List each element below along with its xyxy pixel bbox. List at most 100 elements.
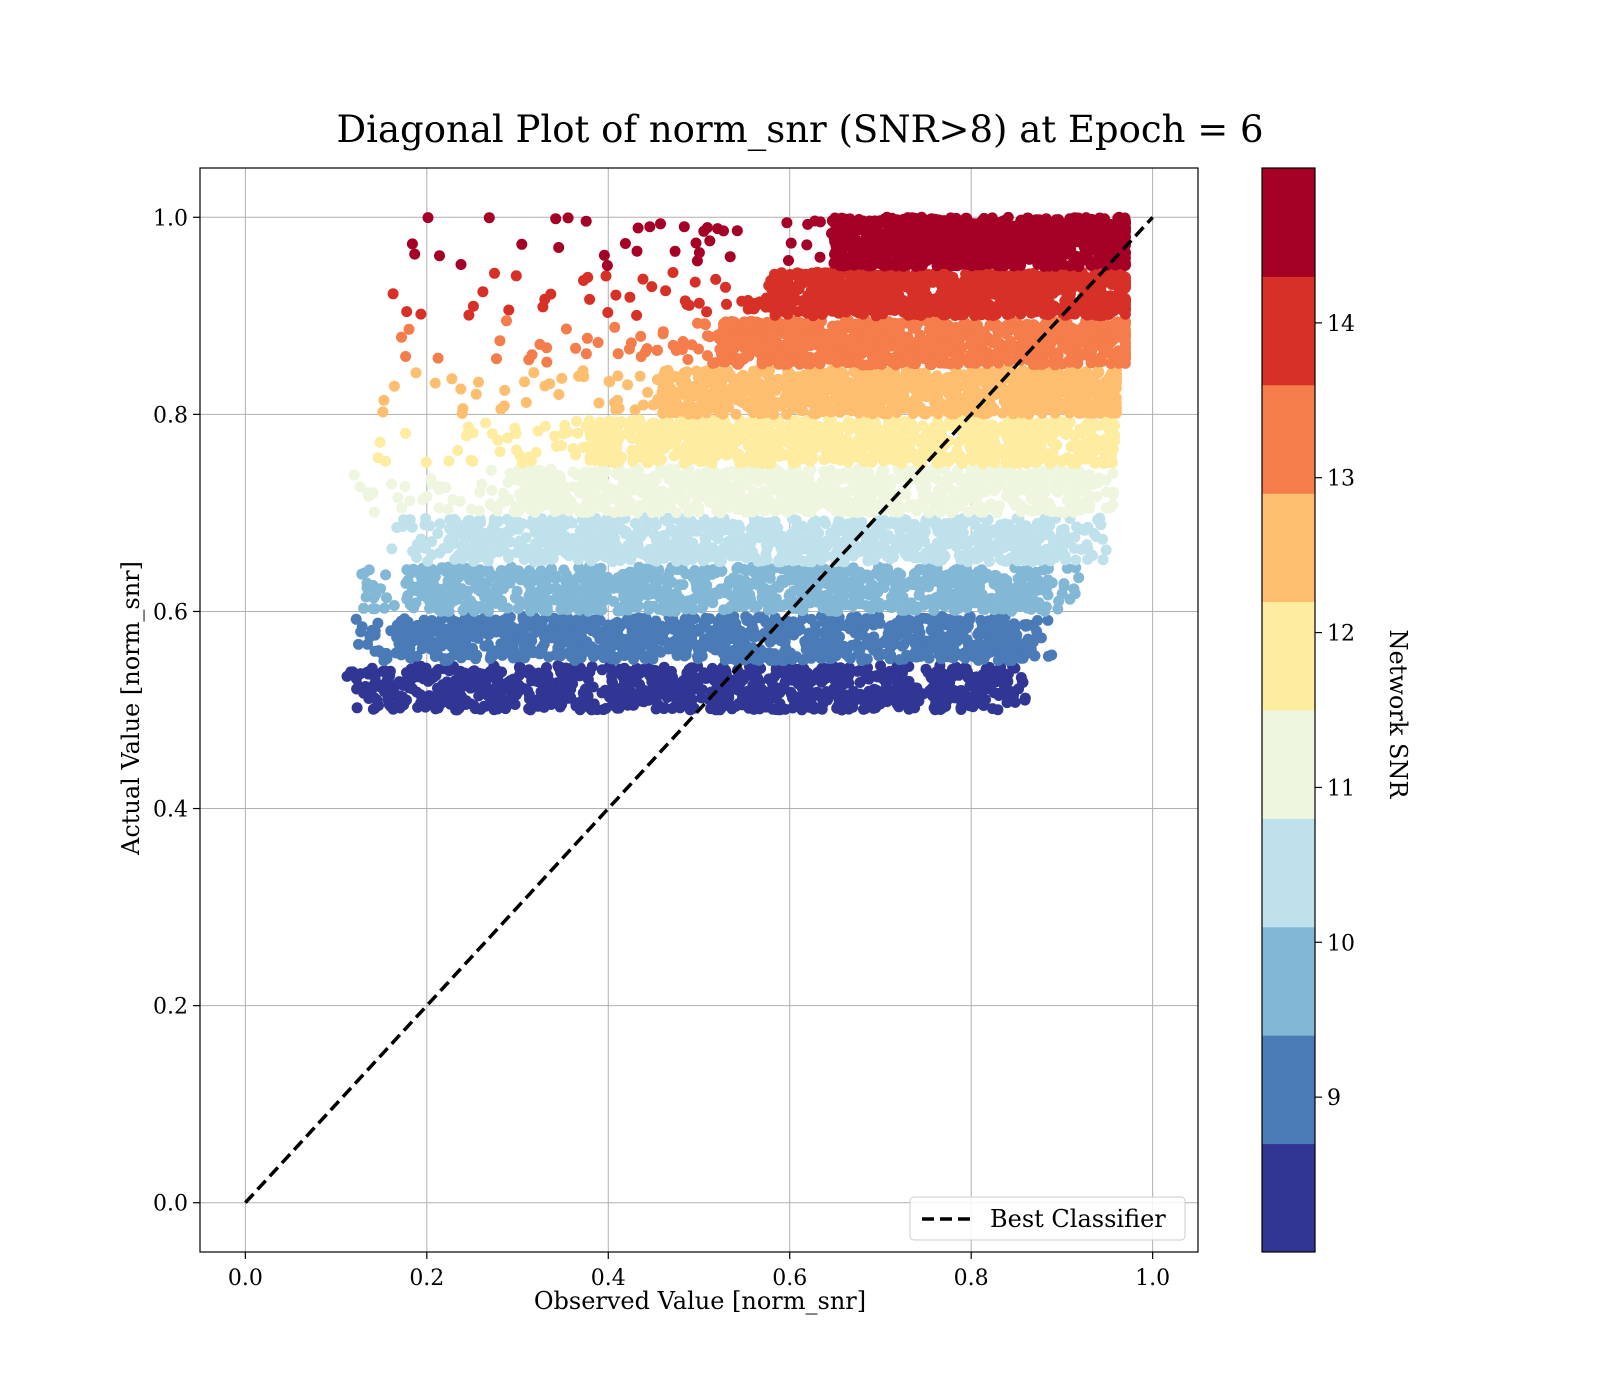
scatter-point bbox=[965, 465, 977, 477]
scatter-point bbox=[504, 563, 516, 575]
scatter-point bbox=[450, 704, 462, 716]
scatter-point bbox=[483, 616, 495, 628]
scatter-point bbox=[401, 593, 413, 605]
scatter-point bbox=[713, 635, 725, 647]
scatter-point bbox=[495, 497, 507, 509]
scatter-point bbox=[836, 679, 848, 691]
scatter-point bbox=[974, 535, 986, 546]
scatter-point bbox=[893, 540, 905, 552]
scatter-point bbox=[791, 619, 803, 631]
scatter-point bbox=[825, 603, 837, 615]
scatter-point bbox=[1009, 497, 1021, 509]
scatter-point bbox=[1024, 533, 1036, 545]
scatter-point bbox=[871, 646, 883, 658]
scatter-point bbox=[892, 627, 904, 639]
scatter-point bbox=[670, 634, 681, 646]
scatter-point bbox=[647, 501, 659, 513]
scatter-point bbox=[585, 603, 597, 615]
scatter-point bbox=[809, 523, 821, 535]
scatter-point bbox=[489, 518, 501, 530]
scatter-point bbox=[551, 594, 563, 606]
chart-title: Diagonal Plot of norm_snr (SNR>8) at Epo… bbox=[336, 108, 1263, 152]
scatter-point bbox=[388, 600, 400, 611]
scatter-point bbox=[421, 490, 433, 502]
scatter-point bbox=[939, 500, 951, 512]
scatter-point bbox=[817, 673, 829, 684]
scatter-point bbox=[936, 583, 948, 595]
scatter-point bbox=[992, 704, 1004, 716]
scatter-point bbox=[399, 481, 411, 492]
scatter-point bbox=[684, 698, 695, 710]
scatter-point bbox=[689, 550, 701, 562]
scatter-point bbox=[743, 627, 755, 639]
scatter-point bbox=[902, 600, 914, 612]
scatter-point bbox=[707, 542, 719, 554]
scatter-point bbox=[685, 473, 697, 485]
scatter-point bbox=[552, 642, 564, 654]
scatter-point bbox=[629, 613, 641, 625]
scatter-point bbox=[661, 665, 672, 677]
scatter-point bbox=[862, 542, 873, 554]
scatter-point bbox=[606, 670, 618, 682]
scatter-point bbox=[872, 526, 884, 538]
scatter-point bbox=[735, 550, 747, 562]
scatter-point bbox=[663, 501, 675, 513]
scatter-point bbox=[355, 668, 367, 680]
scatter-point bbox=[940, 613, 952, 625]
scatter-point bbox=[619, 602, 631, 614]
scatter-point bbox=[612, 625, 623, 637]
scatter-point bbox=[975, 628, 987, 640]
scatter-point bbox=[710, 665, 722, 677]
scatter-point bbox=[1007, 481, 1019, 493]
scatter-point bbox=[354, 481, 366, 493]
scatter-point bbox=[474, 526, 486, 538]
scatter-point bbox=[696, 684, 708, 696]
scatter-point bbox=[657, 635, 668, 647]
scatter-point bbox=[429, 651, 441, 662]
scatter-point bbox=[1017, 676, 1029, 688]
scatter-series-snr-band-1 bbox=[341, 660, 1031, 716]
scatter-point bbox=[682, 629, 694, 641]
scatter-point bbox=[962, 506, 974, 518]
scatter-point bbox=[979, 469, 991, 481]
scatter-series-snr-band-2 bbox=[350, 610, 1058, 667]
scatter-point bbox=[829, 536, 841, 548]
scatter-point bbox=[1069, 588, 1081, 600]
scatter-point bbox=[443, 605, 455, 617]
scatter-point bbox=[1052, 603, 1064, 615]
scatter-point bbox=[541, 601, 553, 613]
scatter-point bbox=[860, 613, 872, 625]
scatter-point bbox=[677, 691, 689, 703]
scatter-point bbox=[455, 690, 467, 702]
scatter-point bbox=[368, 506, 380, 518]
scatter-point bbox=[360, 591, 372, 603]
scatter-point bbox=[1027, 574, 1039, 585]
scatter-point bbox=[477, 672, 489, 684]
scatter-point bbox=[594, 574, 606, 586]
scatter-point bbox=[363, 668, 374, 680]
scatter-point bbox=[995, 648, 1007, 659]
scatter-point bbox=[381, 592, 392, 604]
scatter-point bbox=[957, 567, 969, 579]
scatter-point bbox=[575, 696, 587, 708]
scatter-point bbox=[917, 688, 929, 700]
scatter-point bbox=[491, 698, 503, 710]
scatter-point bbox=[858, 703, 869, 715]
scatter-point bbox=[817, 595, 829, 607]
scatter-point bbox=[518, 626, 530, 638]
scatter-point bbox=[466, 503, 477, 515]
scatter-point bbox=[786, 553, 797, 565]
scatter-point bbox=[856, 655, 868, 667]
scatter-point bbox=[833, 662, 845, 674]
scatter-point bbox=[910, 651, 922, 663]
scatter-point bbox=[959, 662, 971, 674]
scatter-point bbox=[534, 618, 546, 630]
scatter-point bbox=[728, 497, 740, 509]
scatter-point bbox=[498, 614, 510, 626]
scatter-point bbox=[941, 684, 953, 695]
scatter-point bbox=[960, 691, 972, 703]
scatter-point bbox=[465, 698, 476, 710]
scatter-point bbox=[565, 691, 577, 703]
scatter-point bbox=[766, 536, 778, 548]
scatter-point bbox=[550, 573, 561, 585]
